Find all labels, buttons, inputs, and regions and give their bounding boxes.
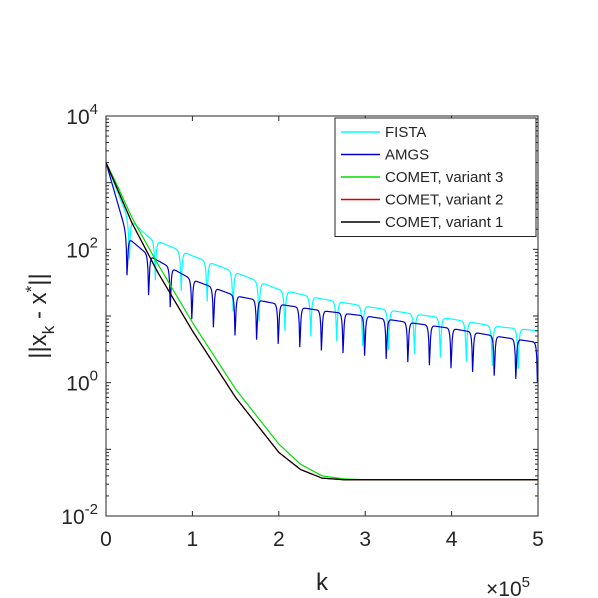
x-axis-title: k xyxy=(316,569,329,596)
legend: FISTA AMGS COMET, variant 3 COMET, variant … xyxy=(334,117,537,237)
x-multiplier-base: ×10 xyxy=(486,578,522,598)
x-tick-label: 5 xyxy=(532,528,544,551)
series-line-1 xyxy=(105,162,539,369)
legend-label: FISTA xyxy=(385,124,426,141)
legend-label: COMET, variant 1 xyxy=(385,214,503,231)
x-multiplier-exponent: 5 xyxy=(522,574,530,591)
x-tick-label: 3 xyxy=(359,528,371,551)
x-axis-ticks: 0 1 2 3 4 5 xyxy=(100,116,544,551)
svg-text:||xk - x*||: ||xk - x*|| xyxy=(22,273,58,358)
y-tick-label: 104 xyxy=(66,101,98,129)
x-tick-label: 0 xyxy=(100,528,112,551)
y-tick-label: 102 xyxy=(66,234,98,262)
legend-label: AMGS xyxy=(385,147,429,164)
x-tick-label: 4 xyxy=(446,528,458,551)
x-axis-multiplier: ×105 xyxy=(486,574,530,598)
series-line-2 xyxy=(105,162,539,383)
y-axis-ticks: 10-2 100 102 104 xyxy=(61,101,538,529)
legend-label: COMET, variant 2 xyxy=(385,192,503,209)
y-tick-label: 10-2 xyxy=(61,501,98,529)
x-tick-label: 2 xyxy=(273,528,285,551)
series-layer xyxy=(105,162,539,481)
y-axis-title: ||xk - x*|| xyxy=(22,273,58,358)
legend-label: COMET, variant 3 xyxy=(385,169,503,186)
series-line-5 xyxy=(105,162,538,481)
y-tick-label: 100 xyxy=(66,368,98,396)
x-tick-label: 1 xyxy=(187,528,199,551)
